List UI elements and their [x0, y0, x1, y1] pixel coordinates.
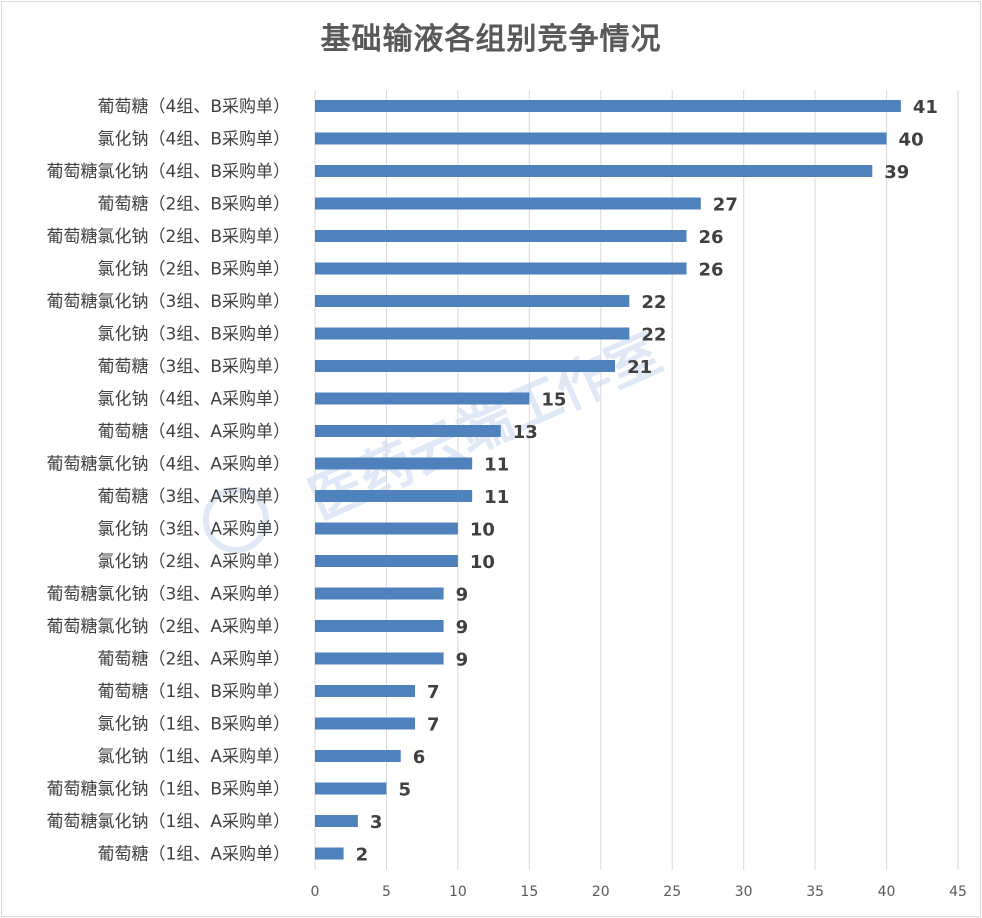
bar [315, 750, 401, 762]
x-tick-label: 15 [520, 884, 538, 900]
category-label: 氯化钠（3组、B采购单） [98, 325, 290, 345]
category-label: 葡萄糖（2组、B采购单） [98, 195, 290, 215]
data-label: 27 [713, 195, 738, 216]
x-tick-label: 25 [663, 884, 681, 900]
x-axis-ticks: 0 5 10 15 20 25 30 35 40 45 [311, 884, 967, 900]
category-label: 葡萄糖（1组、B采购单） [98, 682, 290, 702]
bar [315, 685, 416, 697]
bar [315, 815, 358, 827]
category-label: 氯化钠（3组、A采购单） [98, 520, 290, 540]
x-tick-label: 45 [949, 884, 967, 900]
data-label: 3 [370, 812, 383, 833]
x-tick-label: 40 [878, 884, 896, 900]
x-tick-label: 20 [592, 884, 610, 900]
bar [315, 457, 473, 470]
data-label: 9 [456, 585, 469, 606]
category-label: 葡萄糖（3组、B采购单） [98, 357, 290, 377]
data-label: 26 [699, 260, 724, 281]
x-tick-label: 5 [382, 884, 391, 900]
x-tick-label: 0 [311, 884, 320, 900]
category-label: 葡萄糖氯化钠（4组、A采购单） [47, 455, 290, 475]
data-label: 9 [456, 650, 469, 671]
chart-title: 基础输液各组别竞争情况 [320, 22, 662, 57]
bar [315, 230, 687, 242]
data-label: 40 [899, 130, 924, 151]
watermark-logo-icon [203, 487, 269, 553]
bar [315, 620, 444, 632]
x-tick-label: 35 [806, 884, 824, 900]
category-label: 葡萄糖氯化钠（1组、A采购单） [47, 812, 290, 832]
bar [315, 197, 701, 210]
x-tick-label: 30 [735, 884, 753, 900]
data-label: 9 [456, 617, 469, 638]
bar [315, 782, 387, 795]
category-label: 氯化钠（4组、A采购单） [98, 390, 290, 410]
data-label: 22 [641, 325, 666, 346]
data-label: 15 [541, 390, 566, 411]
bar [315, 132, 887, 145]
bar [315, 425, 501, 437]
bar [315, 262, 687, 275]
category-label: 葡萄糖氯化钠（4组、B采购单） [47, 162, 290, 182]
category-label: 葡萄糖氯化钠（1组、B采购单） [47, 780, 290, 800]
category-label: 葡萄糖氯化钠（2组、A采购单） [47, 617, 290, 637]
data-label: 26 [699, 227, 724, 248]
category-label: 氯化钠（2组、B采购单） [98, 260, 290, 280]
x-tick-label: 10 [449, 884, 467, 900]
category-label: 葡萄糖（4组、B采购单） [98, 97, 290, 117]
data-label: 13 [513, 422, 538, 443]
data-label: 6 [413, 747, 426, 768]
bar [315, 327, 630, 340]
data-label: 39 [884, 162, 909, 183]
bars [315, 100, 901, 860]
category-label: 葡萄糖氯化钠（3组、B采购单） [47, 292, 290, 312]
bar [315, 587, 444, 600]
data-label: 11 [484, 455, 509, 476]
bar [315, 100, 901, 112]
data-label: 2 [356, 845, 369, 866]
category-label: 氯化钠（1组、A采购单） [98, 747, 290, 767]
bar [315, 165, 873, 177]
bar [315, 847, 344, 860]
category-label: 葡萄糖（3组、A采购单） [98, 487, 290, 507]
category-label: 氯化钠（4组、B采购单） [98, 130, 290, 150]
data-label: 10 [470, 552, 495, 573]
data-label: 21 [627, 357, 652, 378]
data-label: 22 [641, 292, 666, 313]
data-label: 7 [427, 715, 440, 736]
bar [315, 360, 616, 372]
category-label: 葡萄糖（4组、A采购单） [98, 422, 290, 442]
category-label: 氯化钠（2组、A采购单） [98, 552, 290, 572]
bar [315, 555, 458, 567]
category-label: 葡萄糖氯化钠（3组、A采购单） [47, 585, 290, 605]
bar [315, 522, 458, 535]
category-label: 葡萄糖氯化钠（2组、B采购单） [47, 227, 290, 247]
data-label: 7 [427, 682, 440, 703]
bar [315, 490, 473, 502]
data-label: 5 [398, 780, 411, 801]
data-label: 10 [470, 520, 495, 541]
gridlines [314, 90, 959, 870]
data-label: 41 [913, 97, 938, 118]
category-label: 氯化钠（1组、B采购单） [98, 715, 290, 735]
bar [315, 652, 444, 665]
bar [315, 392, 530, 405]
category-labels: 葡萄糖（4组、B采购单） 氯化钠（4组、B采购单） 葡萄糖氯化钠（4组、B采购单） 葡… [47, 97, 290, 865]
bar [315, 717, 416, 730]
category-label: 葡萄糖（2组、A采购单） [98, 650, 290, 670]
data-label: 11 [484, 487, 509, 508]
category-label: 葡萄糖（1组、A采购单） [98, 845, 290, 865]
bar [315, 295, 630, 307]
